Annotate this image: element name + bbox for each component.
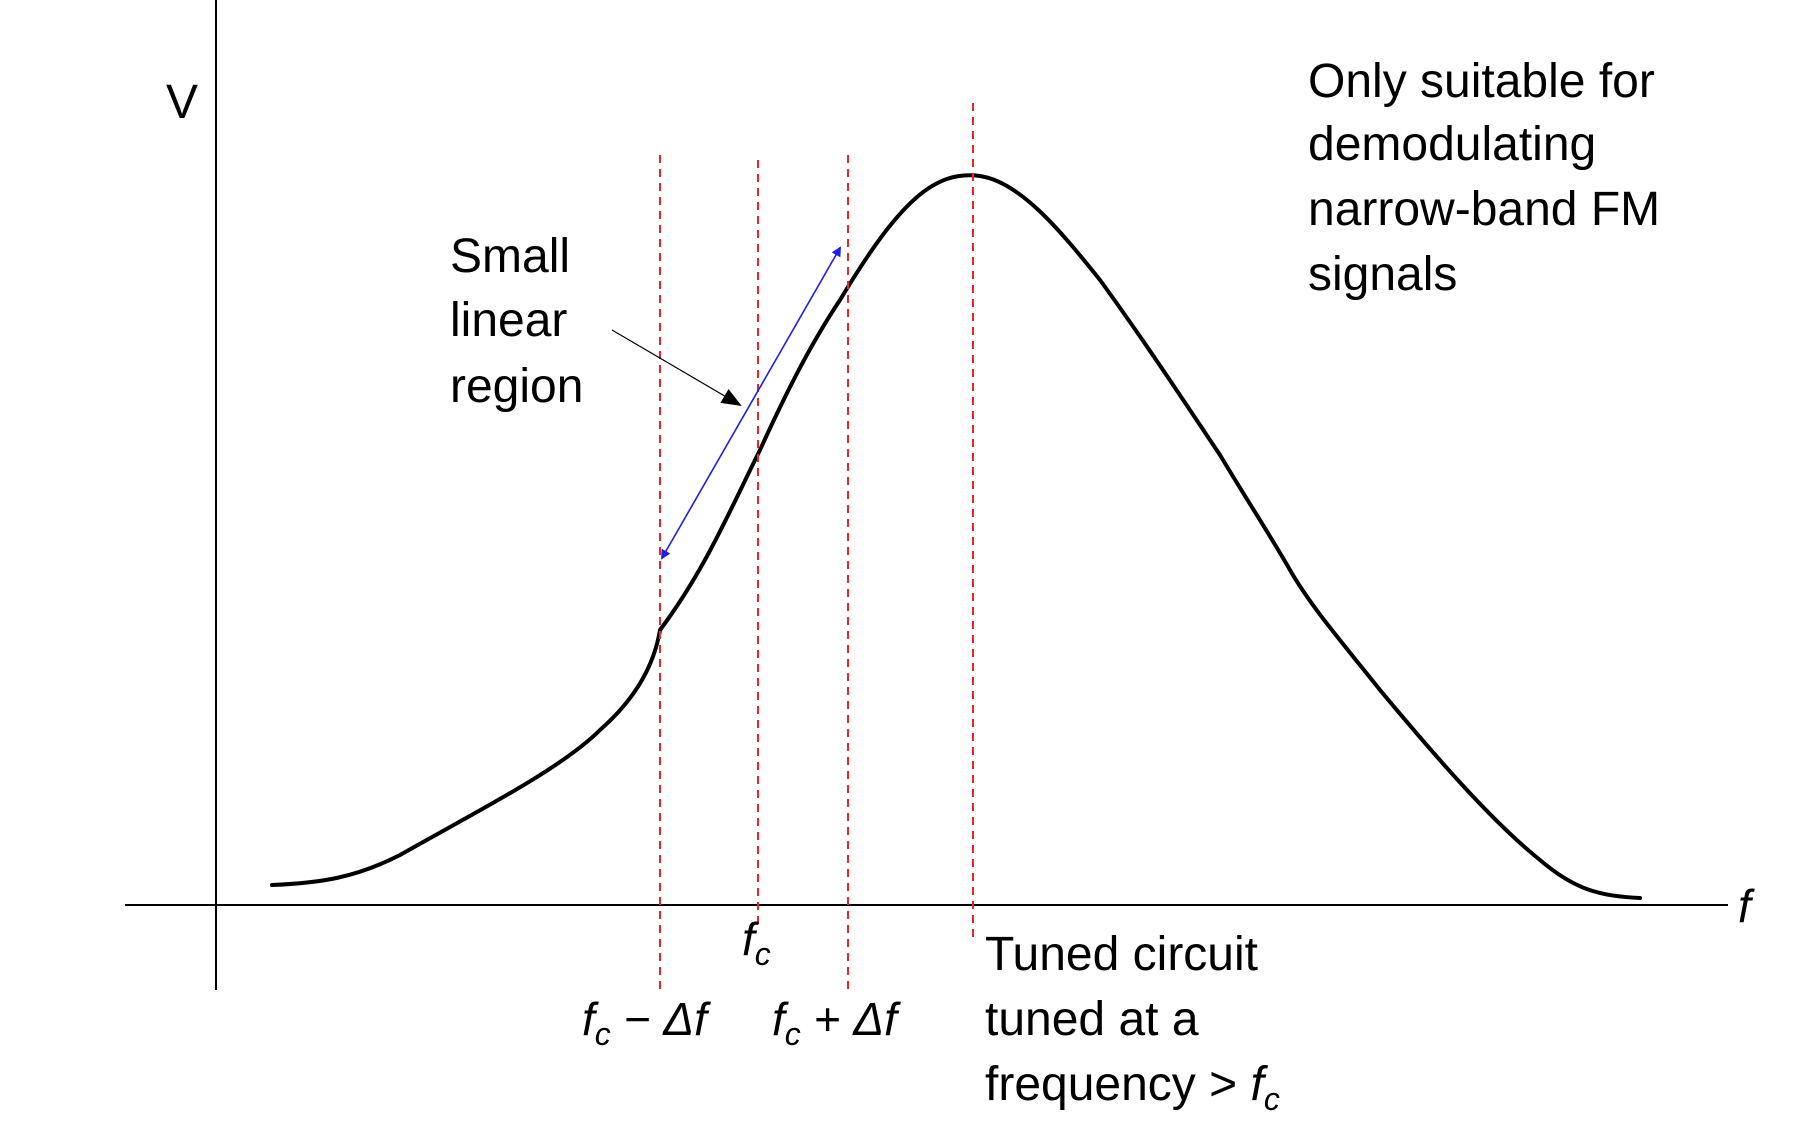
tuned-circuit-label: Tuned circuit tuned at a frequency > fc: [985, 928, 1280, 1117]
narrowband-note: Only suitable for demodulating narrow-ba…: [1308, 55, 1673, 301]
small-linear-region-label: Small linear region: [450, 230, 583, 413]
x-axis-label: f: [1738, 880, 1755, 932]
linear-region-pointer-arrow: [612, 330, 740, 405]
y-axis-label: V: [166, 76, 198, 129]
linear-region-arrow: [662, 248, 840, 558]
fc-minus-delta-f-label: fc − Δf: [582, 993, 711, 1052]
fc-label: fc: [742, 913, 771, 972]
fc-plus-delta-f-label: fc + Δf: [772, 993, 901, 1052]
